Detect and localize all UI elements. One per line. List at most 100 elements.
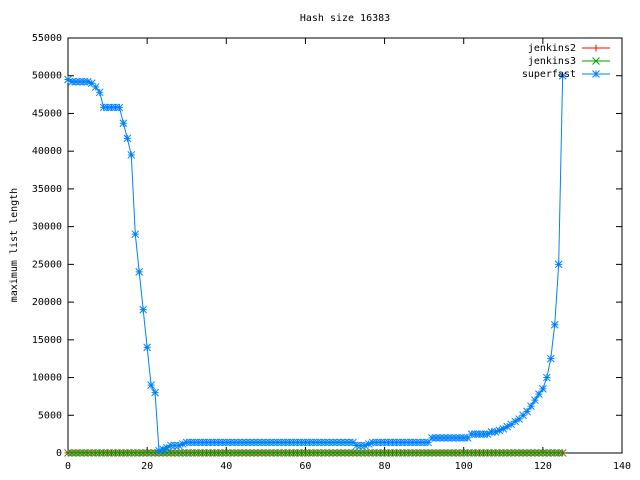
y-axis-label: maximum list length: [9, 188, 20, 302]
point-marker: [475, 449, 484, 457]
y-tick-label: 55000: [32, 33, 62, 44]
point-marker: [115, 103, 124, 112]
point-marker: [87, 79, 96, 88]
point-marker: [289, 449, 298, 457]
point-marker: [72, 449, 80, 457]
point-marker: [186, 449, 195, 457]
point-marker: [226, 449, 235, 457]
point-marker: [135, 268, 144, 276]
point-marker: [242, 449, 250, 457]
point-marker: [471, 449, 480, 457]
point-marker: [210, 438, 219, 447]
x-tick-label: 100: [455, 461, 473, 472]
point-marker: [479, 430, 488, 438]
point-marker: [115, 449, 124, 457]
point-marker: [234, 449, 243, 457]
point-marker: [139, 449, 148, 457]
point-marker: [111, 449, 120, 457]
point-marker: [360, 441, 369, 450]
point-marker: [273, 438, 282, 447]
point-marker: [174, 441, 183, 450]
point-marker: [254, 438, 262, 447]
point-marker: [194, 438, 203, 447]
point-marker: [428, 449, 436, 457]
point-marker: [258, 449, 266, 457]
point-marker: [178, 449, 187, 457]
point-marker: [487, 449, 496, 457]
point-marker: [289, 438, 298, 447]
point-marker: [167, 441, 175, 450]
point-marker: [210, 449, 219, 457]
point-marker: [123, 134, 132, 143]
point-marker: [428, 434, 436, 442]
point-marker: [416, 438, 425, 447]
point-marker: [273, 449, 282, 457]
point-marker: [135, 449, 144, 457]
point-marker: [297, 438, 306, 447]
point-marker: [400, 438, 409, 447]
point-marker: [408, 449, 417, 457]
point-marker: [527, 449, 535, 457]
point-marker: [554, 260, 563, 269]
y-tick-label: 30000: [32, 222, 62, 233]
point-marker: [337, 438, 345, 447]
y-tick-label: 45000: [32, 108, 62, 119]
point-marker: [471, 430, 480, 438]
point-marker: [546, 449, 555, 457]
point-marker: [539, 449, 547, 457]
point-marker: [214, 438, 223, 447]
point-marker: [265, 449, 274, 457]
point-marker: [281, 449, 290, 457]
point-marker: [301, 449, 310, 457]
point-marker: [230, 449, 239, 457]
point-marker: [531, 449, 539, 457]
point-marker: [527, 402, 535, 411]
point-marker: [305, 449, 314, 457]
point-marker: [444, 449, 452, 457]
point-marker: [139, 305, 148, 314]
point-marker: [167, 449, 175, 457]
point-marker: [345, 438, 353, 447]
point-marker: [222, 438, 231, 447]
point-marker: [459, 434, 468, 442]
point-marker: [333, 438, 341, 447]
point-marker: [230, 438, 239, 447]
point-marker: [535, 390, 543, 398]
point-marker: [194, 449, 203, 457]
point-marker: [380, 438, 389, 447]
legend-marker: [592, 44, 600, 52]
point-marker: [404, 438, 413, 447]
point-marker: [416, 449, 425, 457]
point-marker: [321, 438, 330, 447]
y-tick-label: 40000: [32, 146, 62, 157]
point-marker: [262, 438, 270, 447]
y-tick-label: 20000: [32, 297, 62, 308]
point-marker: [356, 441, 365, 450]
point-marker: [222, 449, 231, 457]
point-marker: [467, 449, 476, 457]
point-marker: [424, 438, 432, 447]
point-marker: [246, 449, 254, 457]
point-marker: [376, 449, 385, 457]
point-marker: [440, 434, 448, 442]
point-marker: [79, 449, 88, 457]
point-marker: [396, 438, 405, 447]
point-marker: [396, 449, 405, 457]
x-tick-label: 80: [379, 461, 391, 472]
point-marker: [269, 438, 278, 447]
legend-label: jenkins2: [528, 43, 576, 54]
x-tick-label: 20: [141, 461, 153, 472]
point-marker: [68, 77, 76, 86]
point-marker: [558, 449, 567, 457]
point-marker: [392, 449, 401, 457]
point-marker: [432, 449, 440, 457]
point-marker: [285, 438, 294, 447]
point-marker: [463, 434, 472, 442]
point-marker: [111, 103, 120, 112]
point-marker: [143, 343, 151, 352]
point-marker: [242, 438, 250, 447]
point-marker: [388, 449, 397, 457]
point-marker: [254, 449, 262, 457]
legend-marker: [592, 57, 600, 65]
point-marker: [103, 449, 112, 457]
